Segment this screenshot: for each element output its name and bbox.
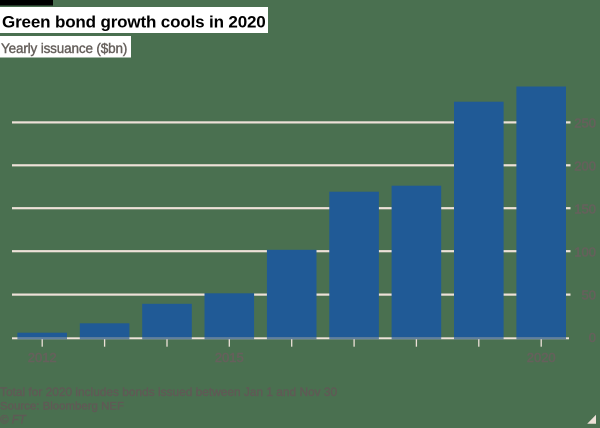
svg-text:200: 200: [574, 159, 596, 174]
svg-text:250: 250: [574, 116, 596, 131]
svg-text:Total for 2020 includes bonds: Total for 2020 includes bonds issued bet…: [0, 385, 338, 399]
svg-text:Source: Bloomberg NEF: Source: Bloomberg NEF: [0, 400, 124, 412]
svg-text:Green bond growth cools in 202: Green bond growth cools in 2020: [2, 13, 266, 32]
svg-text:© FT: © FT: [0, 414, 27, 426]
svg-text:2015: 2015: [215, 350, 244, 365]
svg-text:Yearly issuance ($bn): Yearly issuance ($bn): [1, 41, 127, 56]
svg-text:2012: 2012: [28, 350, 57, 365]
svg-text:0: 0: [589, 330, 596, 345]
svg-text:100: 100: [574, 245, 596, 260]
svg-text:150: 150: [574, 202, 596, 217]
svg-text:50: 50: [582, 288, 596, 303]
svg-text:2020: 2020: [527, 350, 556, 365]
